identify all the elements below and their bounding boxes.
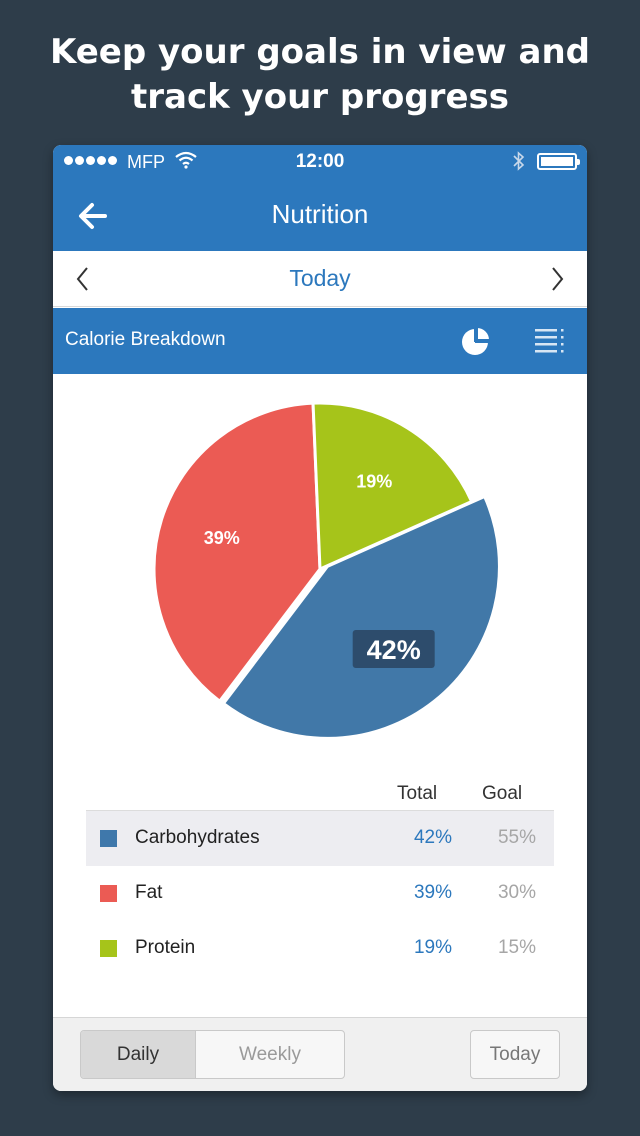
column-header-total: Total xyxy=(397,783,438,804)
row-name: Fat xyxy=(135,882,163,903)
carbohydrates-swatch xyxy=(100,830,117,847)
row-goal: 30% xyxy=(497,882,536,903)
chevron-left-icon[interactable] xyxy=(73,265,93,293)
promo-headline: Keep your goals in view and track your p… xyxy=(0,30,640,120)
wifi-icon xyxy=(175,151,197,169)
segment-weekly[interactable]: Weekly xyxy=(239,1043,301,1065)
list-view-icon[interactable] xyxy=(533,326,565,356)
pie-slice-fat[interactable] xyxy=(152,401,322,704)
row-name: Protein xyxy=(135,937,196,958)
footer-bar: Daily Weekly Today xyxy=(53,1017,587,1091)
page-title: Nutrition xyxy=(271,199,369,229)
table-row-protein[interactable]: Protein 19% 15% xyxy=(86,921,554,976)
table-row-fat[interactable]: Fat 39% 30% xyxy=(86,866,554,921)
table-header: Total Goal xyxy=(86,779,554,811)
pie-label-fat: 39% xyxy=(204,528,240,548)
row-total: 19% xyxy=(413,937,452,958)
chevron-right-icon[interactable] xyxy=(547,265,567,293)
signal-dots-icon xyxy=(64,156,117,165)
pie-label-protein: 19% xyxy=(356,472,392,492)
segment-daily[interactable]: Daily xyxy=(81,1031,196,1078)
bluetooth-icon xyxy=(513,151,525,171)
date-label[interactable]: Today xyxy=(289,265,351,291)
section-header: Calorie Breakdown xyxy=(53,308,587,374)
headline-line-2: track your progress xyxy=(130,77,509,117)
status-time: 12:00 xyxy=(295,151,345,172)
column-header-goal: Goal xyxy=(482,783,523,804)
carrier-label: MFP xyxy=(127,152,165,172)
headline-line-1: Keep your goals in view and xyxy=(49,32,591,72)
period-segmented-control: Daily Weekly xyxy=(80,1030,345,1079)
pie-slice-carbohydrates[interactable] xyxy=(221,494,501,740)
calorie-pie-chart: 42% 39% 19% xyxy=(152,401,501,740)
section-title: Calorie Breakdown xyxy=(65,329,226,350)
row-goal: 15% xyxy=(497,937,536,958)
row-goal: 55% xyxy=(497,827,536,848)
phone-screen: MFP 12:00 Nutrition Today Calorie Breakd… xyxy=(53,145,587,1091)
row-name: Carbohydrates xyxy=(135,827,260,848)
fat-swatch xyxy=(100,885,117,902)
macro-table: Total Goal Carbohydrates 42% 55% Fat 39%… xyxy=(86,779,554,976)
battery-icon xyxy=(537,153,580,170)
highlight-label-background xyxy=(352,629,435,668)
table-row-carbohydrates[interactable]: Carbohydrates 42% 55% xyxy=(86,811,554,866)
status-bar: MFP 12:00 xyxy=(53,145,587,181)
today-button[interactable]: Today xyxy=(470,1030,560,1079)
protein-swatch xyxy=(100,940,117,957)
nav-bar: Nutrition xyxy=(53,181,587,251)
row-total: 39% xyxy=(413,882,452,903)
back-arrow-icon[interactable] xyxy=(77,201,109,231)
row-total: 42% xyxy=(413,827,452,848)
pie-label-carbohydrates: 42% xyxy=(367,635,421,665)
pie-chart-icon[interactable] xyxy=(461,326,491,356)
date-navigator: Today xyxy=(53,251,587,307)
pie-slice-protein[interactable] xyxy=(311,401,474,572)
